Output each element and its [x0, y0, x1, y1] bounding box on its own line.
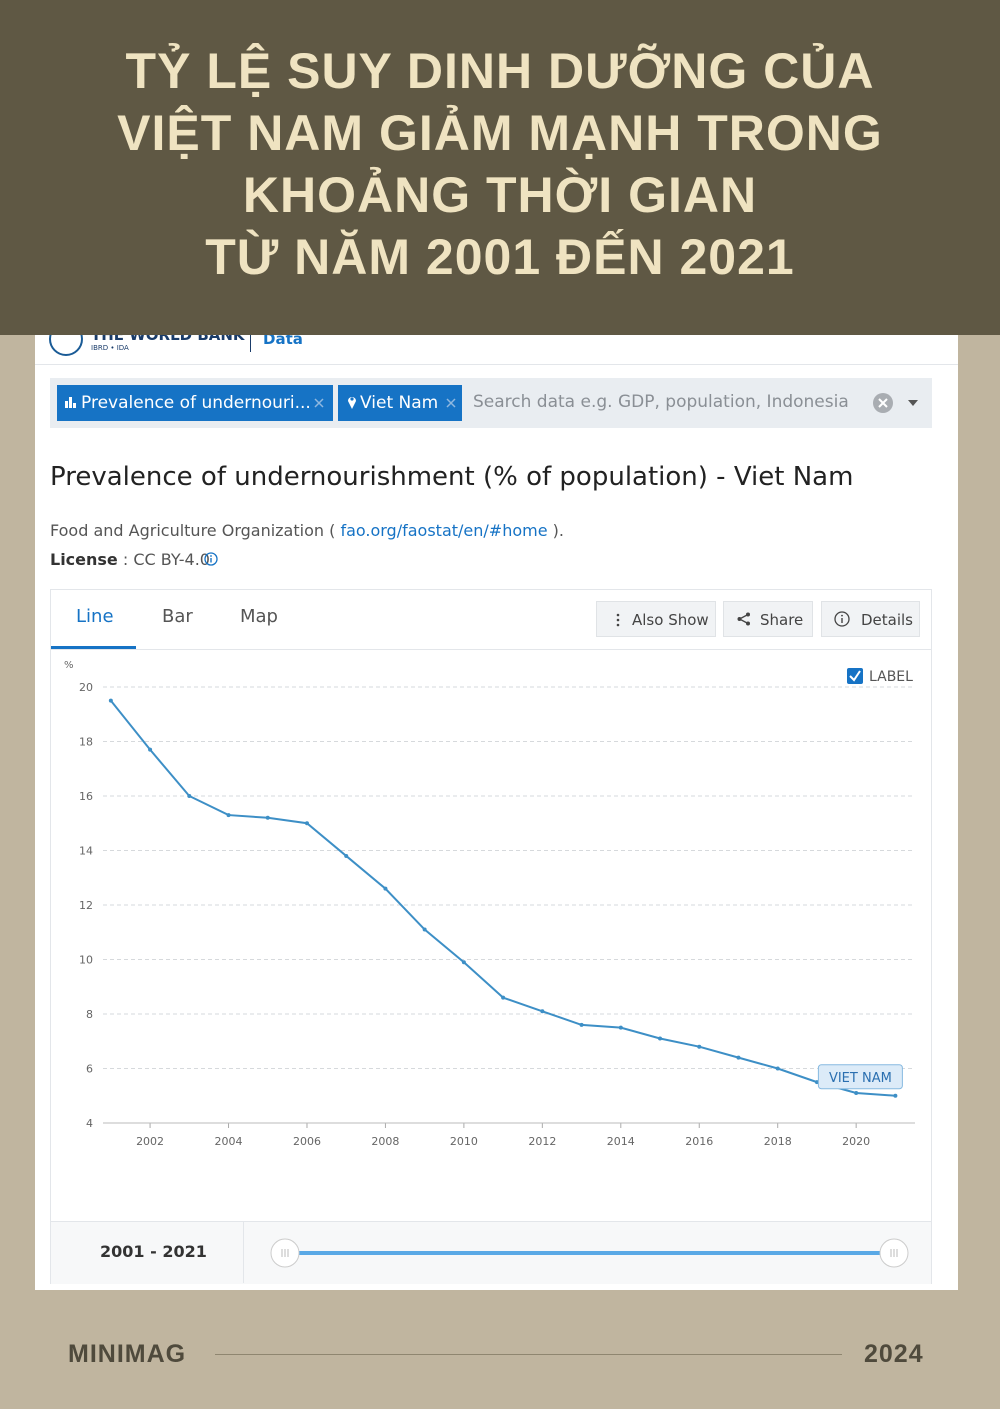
search-bar[interactable]: Prevalence of undernouri... Viet Nam Sea… [50, 378, 932, 428]
y-tick-label: 16 [79, 790, 93, 803]
clear-button[interactable] [872, 392, 894, 414]
indicator-chip[interactable]: Prevalence of undernouri... [57, 385, 333, 421]
tab-bar[interactable]: Bar [162, 606, 193, 627]
x-tick-label: 2012 [528, 1135, 556, 1148]
chart-card: Line Bar Map Also Show Share Details 200… [50, 589, 932, 1284]
x-tick-label: 2004 [215, 1135, 243, 1148]
chip-text: Prevalence of undernouri... [81, 393, 311, 413]
tab-line[interactable]: Line [76, 606, 114, 627]
check-mark [849, 670, 861, 682]
label-checkbox[interactable] [847, 668, 863, 684]
series-label-box [817, 1064, 903, 1090]
y-tick-label: 10 [79, 954, 93, 967]
range-handle-start[interactable] [270, 1238, 300, 1268]
chip-remove[interactable] [314, 398, 324, 408]
data-point [854, 1091, 859, 1096]
chip-remove[interactable] [446, 398, 456, 408]
license: License : CC BY-4.0 [50, 550, 210, 569]
x-tick-label: 2010 [450, 1135, 478, 1148]
dropdown-arrow[interactable] [907, 399, 919, 407]
y-axis-label: % [64, 660, 74, 671]
license-label: License [50, 550, 118, 569]
y-tick-label: 14 [79, 845, 93, 858]
footer-year: 2024 [864, 1340, 924, 1368]
data-point [618, 1025, 623, 1030]
range-track[interactable] [285, 1251, 893, 1255]
y-tick-label: 12 [79, 899, 93, 912]
x-tick-label: 2020 [842, 1135, 870, 1148]
x-tick-label: 2008 [371, 1135, 399, 1148]
kebab-icon [616, 613, 620, 627]
info-icon[interactable] [204, 552, 218, 566]
source-end: ). [552, 521, 564, 540]
data-point [697, 1044, 702, 1049]
banner: TỶ LỆ SUY DINH DƯỠNG CỦA VIỆT NAM GIẢM M… [0, 0, 1000, 335]
data-point [461, 960, 466, 965]
tab-map[interactable]: Map [240, 606, 278, 627]
search-placeholder[interactable]: Search data e.g. GDP, population, Indone… [473, 392, 849, 412]
header-rule [35, 364, 958, 365]
details-icon [834, 611, 850, 627]
source-link[interactable]: fao.org/faostat/en/#home [340, 521, 548, 540]
y-tick-label: 18 [79, 736, 93, 749]
range-label: 2001 - 2021 [100, 1242, 207, 1261]
page-title: Prevalence of undernourishment (% of pop… [50, 462, 854, 492]
tab-rule [51, 649, 931, 650]
data-point [265, 815, 270, 820]
data-point [344, 853, 349, 858]
share-icon [737, 612, 750, 626]
x-tick-label: 2002 [136, 1135, 164, 1148]
x-tick-label: 2018 [764, 1135, 792, 1148]
divider [250, 328, 251, 352]
data-point [108, 698, 113, 703]
pin-icon [348, 397, 356, 409]
headline-line: TỪ NĂM 2001 ĐẾN 2021 [205, 229, 795, 285]
country-chip[interactable]: Viet Nam [338, 385, 462, 421]
footer-rule [215, 1354, 842, 1355]
y-tick-label: 20 [79, 681, 93, 694]
range-divider [243, 1222, 244, 1283]
chip-text: Viet Nam [360, 393, 439, 413]
data-point [422, 927, 427, 932]
data-point [187, 794, 192, 798]
data-point [658, 1036, 663, 1041]
footer-brand: MINIMAG [68, 1340, 187, 1368]
y-tick-label: 4 [86, 1117, 93, 1130]
data-point [736, 1055, 741, 1060]
label-toggle-text[interactable]: LABEL [869, 669, 913, 685]
source-text: Food and Agriculture Organization ( [50, 521, 336, 540]
x-tick-label: 2016 [685, 1135, 713, 1148]
active-tab-bar [51, 646, 136, 649]
headline-line: VIỆT NAM GIẢM MẠNH TRONG [117, 105, 883, 161]
y-tick-label: 8 [86, 1008, 93, 1021]
also-show-button[interactable]: Also Show [596, 601, 716, 637]
license-value: : CC BY-4.0 [122, 550, 210, 569]
logo-sub: IBRD • IDA [91, 344, 129, 352]
series-label: VIET NAM [829, 1071, 892, 1086]
details-button[interactable]: Details [821, 601, 920, 637]
x-tick-label: 2014 [607, 1135, 635, 1148]
data-line [110, 700, 896, 1097]
source: Food and Agriculture Organization ( fao.… [50, 521, 564, 540]
headline-line: KHOẢNG THỜI GIAN [242, 167, 758, 223]
data-point [893, 1093, 898, 1098]
data-point [226, 813, 231, 818]
headline-line: TỶ LỆ SUY DINH DƯỠNG CỦA [125, 43, 875, 99]
data-point [501, 995, 506, 1000]
data-point [579, 1022, 584, 1027]
data-point [304, 821, 309, 826]
range-handle-end[interactable] [879, 1238, 909, 1268]
y-tick-label: 6 [86, 1063, 93, 1076]
data-point [148, 747, 153, 752]
data-point [540, 1009, 545, 1014]
x-tick-label: 2006 [293, 1135, 321, 1148]
data-point [383, 886, 388, 891]
chart-icon [65, 397, 76, 408]
data-point [775, 1066, 780, 1071]
